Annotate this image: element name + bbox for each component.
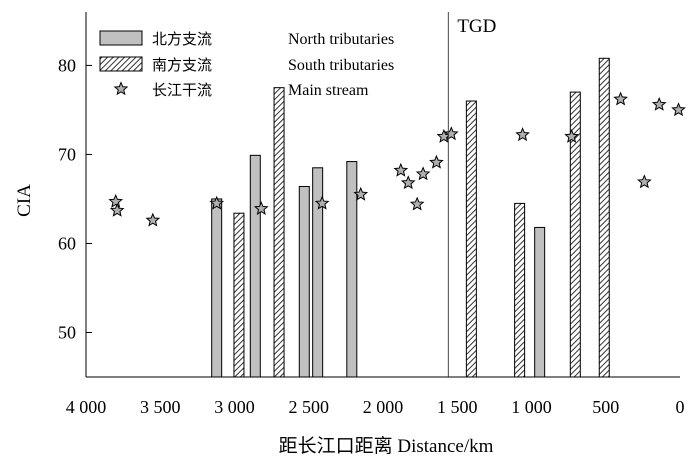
main-stream-star — [409, 196, 425, 211]
x-tick-label: 1 500 — [437, 397, 478, 417]
x-tick-label: 2 000 — [363, 397, 404, 417]
legend-swatch-south — [99, 56, 143, 72]
north-tributary-bar — [249, 154, 261, 378]
main-stream-star — [353, 186, 369, 201]
y-tick-label: 80 — [58, 55, 76, 75]
main-stream-star — [393, 162, 409, 177]
south-tributary-bar — [514, 202, 526, 378]
main-stream-star — [651, 96, 667, 111]
legend-label-north-en: North tributaries — [288, 31, 394, 48]
main-stream-star — [671, 102, 686, 117]
legend-label-main-en: Main stream — [288, 82, 369, 99]
main-stream-star — [253, 201, 269, 215]
main-stream-star — [145, 212, 161, 227]
y-tick-label: 60 — [58, 233, 76, 253]
south-tributary-bar — [273, 87, 285, 378]
y-tick-label: 70 — [58, 144, 76, 164]
main-stream-star — [209, 195, 225, 210]
x-tick-label: 0 — [676, 397, 685, 417]
main-stream-star — [314, 195, 330, 210]
legend-swatch-main — [113, 81, 129, 96]
y-tick-label: 50 — [58, 322, 76, 342]
south-tributary-bar — [465, 100, 477, 378]
x-tick-label: 1 000 — [511, 397, 552, 417]
x-tick-label: 2 500 — [289, 397, 330, 417]
south-tributary-bar — [233, 212, 245, 378]
legend-label-south-zh: 南方支流 — [152, 56, 212, 74]
north-tributary-bar — [298, 185, 310, 378]
main-stream-star — [564, 128, 579, 143]
legend-swatch-north — [99, 30, 143, 46]
x-tick-label: 3 000 — [214, 397, 255, 417]
tgd-label: TGD — [457, 16, 496, 37]
north-tributary-bar — [534, 226, 546, 378]
main-stream-star — [515, 127, 530, 142]
x-tick-label: 500 — [592, 397, 619, 417]
north-tributary-bar — [211, 198, 223, 378]
main-stream-star — [109, 202, 125, 217]
main-stream-star — [637, 174, 652, 189]
legend-label-main-zh: 长江干流 — [152, 81, 212, 99]
x-tick-label: 3 500 — [140, 397, 181, 417]
legend-label-south-en: South tributaries — [288, 57, 394, 74]
south-tributary-bar — [598, 57, 610, 378]
main-stream-star — [429, 154, 444, 169]
main-stream-star — [108, 193, 124, 208]
x-axis-title: 距长江口距离 Distance/km — [279, 435, 494, 457]
main-stream-star — [415, 166, 431, 181]
y-axis-title: CIA — [14, 184, 35, 217]
legend-label-north-zh: 北方支流 — [152, 30, 212, 48]
x-tick-label: 4 000 — [66, 397, 107, 417]
north-tributary-bar — [346, 161, 358, 378]
main-stream-star — [400, 175, 416, 190]
main-stream-star — [613, 91, 628, 106]
